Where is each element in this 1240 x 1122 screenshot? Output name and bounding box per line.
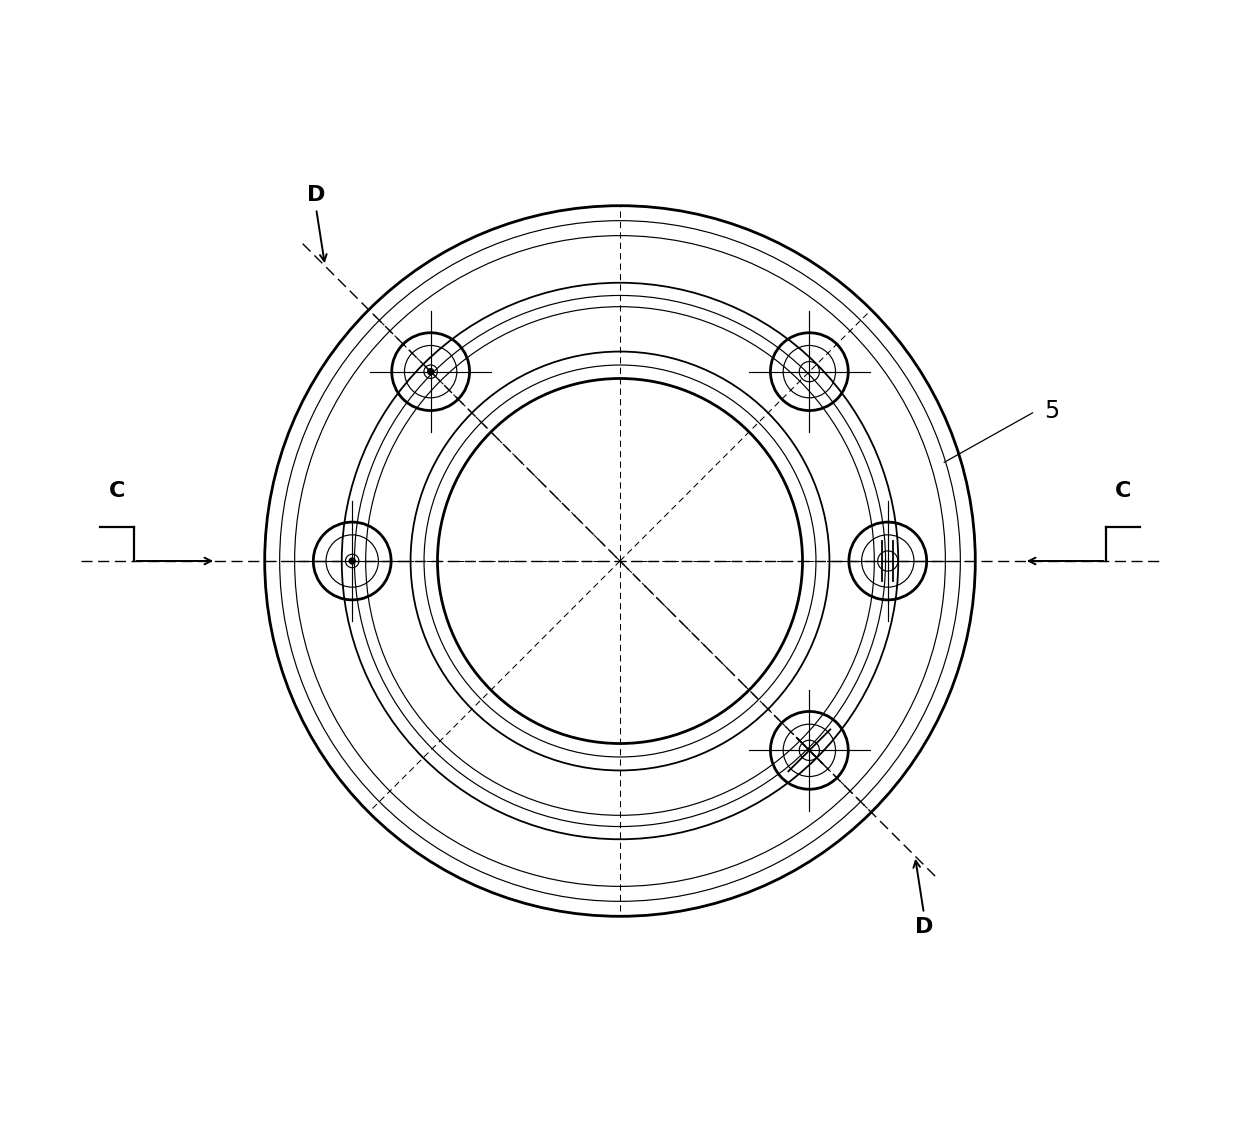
Text: 5: 5 xyxy=(1044,399,1059,423)
Text: C: C xyxy=(1115,481,1131,502)
Text: C: C xyxy=(109,481,125,502)
Text: D: D xyxy=(308,185,325,204)
Circle shape xyxy=(350,558,355,564)
Text: D: D xyxy=(915,918,932,937)
Circle shape xyxy=(428,369,434,375)
